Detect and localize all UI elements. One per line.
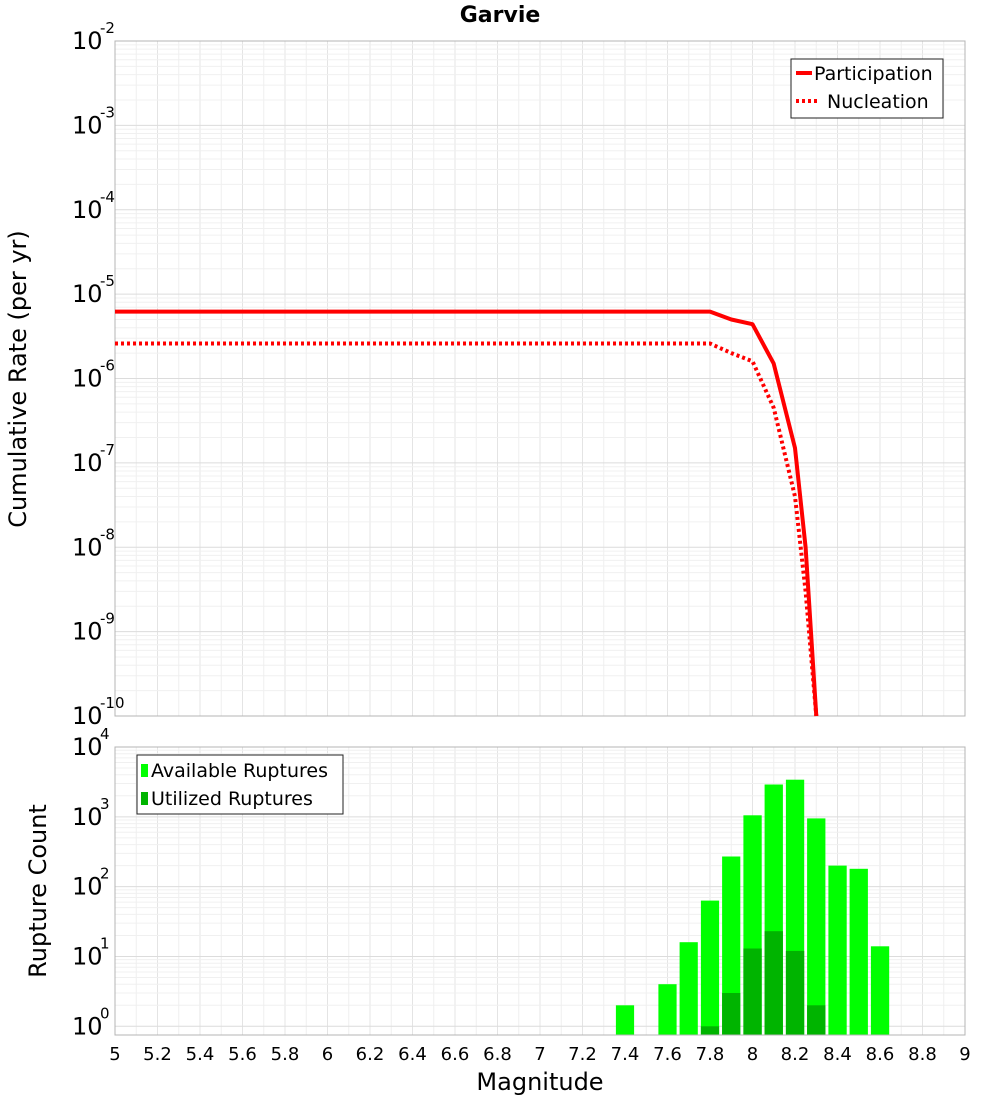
top-y-tick-exponent: -10 [100,694,125,712]
utilized-bar [785,950,805,1035]
legend-utilized-swatch [141,792,148,805]
available-bar [722,856,741,1035]
top-y-tick-exponent: -4 [100,188,115,206]
top-y-tick-exponent: -7 [100,441,115,459]
legend-utilized-label: Utilized Ruptures [151,788,313,810]
x-tick-label: 8.4 [823,1044,852,1065]
available-bar [615,1005,635,1035]
top-y-tick-label: 10 [72,27,103,55]
bottom-y-tick-label: 10 [72,1012,103,1040]
bottom-y-tick-label: 10 [72,942,103,970]
top-y-tick-exponent: -2 [100,19,115,37]
top-y-tick-label: 10 [72,280,103,308]
series-line-participation [115,309,819,717]
available-bar [658,984,677,1035]
x-tick-label: 8.8 [908,1044,937,1065]
legend-participation-label: Participation [814,63,933,85]
legend-available-swatch [141,764,148,777]
available-bar [870,946,890,1035]
bottom-y-tick-label: 10 [72,733,103,761]
top-y-tick-exponent: -6 [100,357,115,375]
x-tick-label: 8.2 [781,1044,810,1065]
available-bar [700,900,720,1035]
top-grid [114,41,966,717]
series-line-nucleation [115,341,819,717]
top-y-tick-label: 10 [72,533,103,561]
bottom-plot-frame [114,746,966,1036]
x-tick-label: 6.6 [441,1044,470,1065]
available-bar [679,942,698,1035]
bottom-y-tick-label: 10 [72,803,103,831]
top-legend: Participation Nucleation [790,58,944,119]
bottom-legend-box [136,754,344,815]
x-tick-label: 6.2 [356,1044,385,1065]
top-y-tick-exponent: -9 [100,610,115,628]
bottom-y-tick-exponent: 3 [100,795,110,813]
bottom-y-tick-exponent: 1 [100,934,110,952]
bottom-y-tick-exponent: 0 [100,1004,110,1022]
x-tick-label: 8.6 [866,1044,895,1065]
top-y-tick-label: 10 [72,702,103,730]
utilized-bar [700,1026,720,1035]
rupture-bars [615,779,890,1035]
x-tick-label: 6.8 [483,1044,512,1065]
rate-lines [115,309,819,717]
x-tick-label: 5.2 [143,1044,172,1065]
top-plot-frame [114,40,966,717]
top-y-tick-exponent: -5 [100,272,115,290]
utilized-bar [722,993,741,1035]
x-tick-label: 5.6 [228,1044,257,1065]
x-tick-label: 7.4 [611,1044,640,1065]
bottom-y-tick-exponent: 2 [100,865,110,883]
x-tick-label: 5.8 [271,1044,300,1065]
top-y-tick-label: 10 [72,449,103,477]
top-y-tick-label: 10 [72,111,103,139]
available-bar [849,868,868,1035]
x-tick-label: 6 [322,1044,333,1065]
x-tick-label: 7.8 [696,1044,725,1065]
top-y-axis-label: Cumulative Rate (per yr) [4,230,32,528]
legend-nucleation-label: Nucleation [827,91,929,113]
top-y-tick-label: 10 [72,618,103,646]
utilized-bar [764,931,783,1035]
available-bar [807,818,826,1035]
x-tick-label: 7.6 [653,1044,682,1065]
top-y-tick-exponent: -3 [100,103,115,121]
x-axis-label: Magnitude [476,1068,603,1096]
x-tick-label: 9 [959,1044,970,1065]
legend-available-label: Available Ruptures [151,760,328,782]
x-tick-label: 5.4 [186,1044,215,1065]
x-tick-label: 7.2 [568,1044,597,1065]
available-bar [828,865,847,1035]
bottom-y-axis-label: Rupture Count [24,804,52,978]
x-tick-label: 8 [747,1044,758,1065]
utilized-bar [807,1005,826,1035]
bottom-y-tick-exponent: 4 [100,725,110,743]
x-tick-label: 6.4 [398,1044,427,1065]
x-tick-label: 5 [109,1044,120,1065]
bottom-legend: Available Ruptures Utilized Ruptures [136,754,344,815]
x-ticks: 5 5.2 5.4 5.6 5.8 6 6.2 6.4 6.6 6.8 7 7.2 7.4 7.6 7.8 8… [109,1044,970,1065]
x-tick-label: 7 [534,1044,545,1065]
bottom-y-tick-label: 10 [72,873,103,901]
top-y-tick-exponent: -8 [100,525,115,543]
top-legend-box [790,58,944,119]
utilized-bar [743,948,762,1035]
top-y-tick-label: 10 [72,196,103,224]
chart-title: Garvie [460,3,541,28]
top-y-tick-label: 10 [72,365,103,393]
